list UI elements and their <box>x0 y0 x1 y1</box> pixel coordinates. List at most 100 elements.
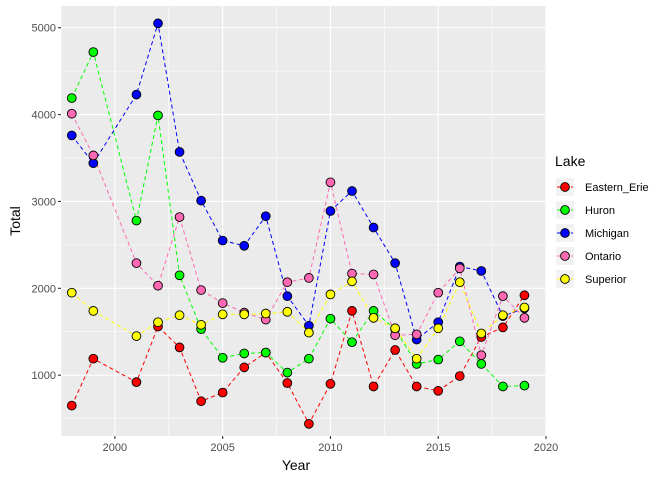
data-point-eastern-erie <box>325 379 336 389</box>
data-point-huron <box>217 352 228 363</box>
data-point-eastern-erie <box>174 342 185 353</box>
data-point-huron <box>66 93 77 103</box>
data-point-ontario <box>66 108 77 119</box>
data-point-michigan <box>131 89 142 100</box>
data-point-ontario <box>196 285 206 295</box>
data-point-huron <box>88 47 99 57</box>
data-point-eastern-erie <box>454 371 465 381</box>
data-point-superior <box>476 328 487 339</box>
data-point-ontario <box>131 258 142 268</box>
data-point-superior <box>390 323 400 334</box>
data-point-eastern-erie <box>368 381 379 392</box>
data-point-ontario <box>433 287 444 298</box>
data-point-huron <box>174 270 185 281</box>
legend-label-superior: Superior <box>585 274 627 286</box>
data-point-eastern-erie <box>519 290 530 301</box>
data-point-michigan <box>476 266 487 276</box>
data-point-michigan <box>325 206 336 216</box>
y-tick-label: 2000 <box>32 283 56 295</box>
data-point-huron <box>260 347 271 358</box>
data-point-superior <box>131 331 142 341</box>
data-point-superior <box>411 353 422 364</box>
x-tick-label: 2015 <box>426 442 450 454</box>
legend: Lake Eastern_Erie Huron Michigan Ontario Sup… <box>555 153 649 288</box>
data-point-michigan <box>390 258 400 268</box>
data-point-superior <box>174 310 185 321</box>
data-point-eastern-erie <box>411 381 422 392</box>
axes: 2000 2005 2010 2015 2020 1000 2000 3000 4000 5000 <box>32 23 559 454</box>
legend-key-point-huron <box>560 205 570 215</box>
data-point-michigan <box>66 130 77 141</box>
data-point-ontario <box>153 280 163 291</box>
data-point-michigan <box>153 18 163 29</box>
y-axis-title: Total <box>7 206 23 236</box>
data-point-superior <box>347 276 357 287</box>
data-point-superior <box>433 323 444 334</box>
data-point-ontario <box>368 269 379 280</box>
grid-lines <box>60 6 547 436</box>
data-point-ontario <box>325 177 336 188</box>
legend-key-point-michigan <box>560 228 570 238</box>
data-point-superior <box>519 302 530 313</box>
data-point-eastern-erie <box>390 345 400 355</box>
legend-key-point-eastern-erie <box>560 182 570 192</box>
data-point-ontario <box>519 313 530 323</box>
data-point-superior <box>304 327 314 338</box>
legend-label-michigan: Michigan <box>585 228 629 240</box>
data-point-ontario <box>304 273 314 283</box>
legend-key-point-ontario <box>560 251 570 261</box>
y-tick-label: 3000 <box>32 196 56 208</box>
data-point-superior <box>498 310 508 321</box>
data-point-huron <box>325 313 336 324</box>
data-point-huron <box>498 381 508 392</box>
data-point-huron <box>282 367 293 378</box>
y-tick-label: 1000 <box>32 370 56 382</box>
data-point-huron <box>433 354 444 365</box>
data-point-huron <box>454 336 465 347</box>
data-point-superior <box>368 313 379 323</box>
data-point-michigan <box>174 147 185 157</box>
data-point-superior <box>239 309 250 320</box>
data-point-eastern-erie <box>88 353 99 364</box>
x-tick-label: 2000 <box>103 442 127 454</box>
data-point-eastern-erie <box>498 322 508 333</box>
data-point-superior <box>88 306 99 316</box>
data-point-huron <box>519 380 530 391</box>
data-point-eastern-erie <box>131 377 142 387</box>
series-line-huron <box>71 50 525 387</box>
x-tick-label: 2020 <box>534 442 558 454</box>
data-point-ontario <box>498 291 508 301</box>
data-point-ontario <box>454 263 465 274</box>
data-point-eastern-erie <box>239 362 250 373</box>
data-point-ontario <box>282 277 293 288</box>
data-point-superior <box>454 277 465 288</box>
data-point-superior <box>217 309 228 320</box>
data-point-michigan <box>196 195 206 206</box>
data-point-superior <box>196 319 206 330</box>
data-point-michigan <box>368 222 379 233</box>
data-point-huron <box>304 353 314 364</box>
data-point-ontario <box>174 212 185 222</box>
data-point-superior <box>260 308 271 319</box>
data-point-ontario <box>217 298 228 308</box>
data-point-huron <box>131 215 142 226</box>
data-point-huron <box>153 110 163 121</box>
data-point-huron <box>347 337 357 348</box>
data-point-eastern-erie <box>433 385 444 396</box>
series-points <box>66 18 530 429</box>
data-point-michigan <box>217 235 228 246</box>
legend-title: Lake <box>555 153 586 169</box>
data-point-superior <box>66 287 77 298</box>
legend-label-huron: Huron <box>585 205 615 217</box>
data-point-michigan <box>347 186 357 196</box>
legend-label-eastern-erie: Eastern_Erie <box>585 182 649 194</box>
y-tick-label: 4000 <box>32 110 56 122</box>
data-point-superior <box>153 317 163 328</box>
data-point-michigan <box>260 211 271 222</box>
data-point-superior <box>282 306 293 317</box>
data-point-huron <box>239 348 250 359</box>
x-tick-label: 2010 <box>318 442 342 454</box>
data-point-huron <box>476 359 487 369</box>
